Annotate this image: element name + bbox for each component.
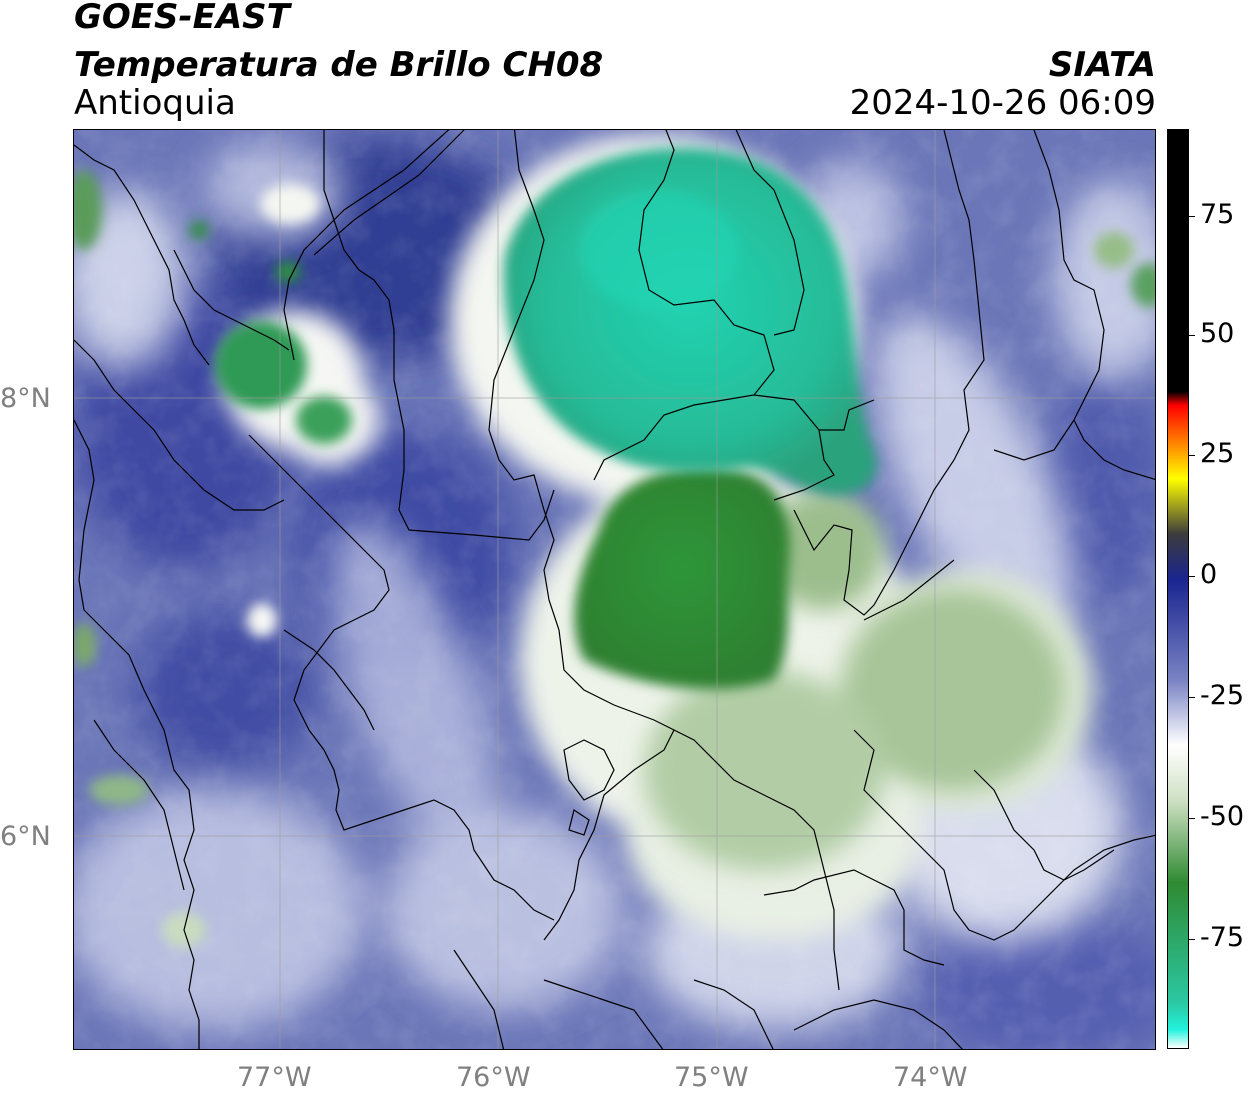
cb-label-75: 75 [1200,199,1235,230]
lon-label-77w: 77°W [237,1062,312,1093]
cb-tick [1189,216,1195,217]
cb-label-0: 0 [1200,559,1218,590]
cb-label-neg50: -50 [1200,801,1245,832]
satellite-map [73,129,1156,1050]
temperature-colorbar [1167,129,1189,1049]
cb-label-neg75: -75 [1200,922,1245,953]
lat-label-6n: 6°N [0,821,51,852]
lon-label-74w: 74°W [893,1062,968,1093]
map-image [74,130,1155,1049]
region-label: Antioquia [74,83,236,123]
lat-label-8n: 8°N [0,383,51,414]
lon-label-76w: 76°W [456,1062,531,1093]
cb-label-neg25: -25 [1200,680,1245,711]
cb-tick [1189,455,1195,456]
datetime-label: 2024-10-26 06:09 [849,83,1156,123]
cb-tick [1189,697,1195,698]
cb-label-50: 50 [1200,318,1235,349]
org-label: SIATA [1048,45,1156,85]
cb-tick [1189,818,1195,819]
lon-label-75w: 75°W [674,1062,749,1093]
cb-label-25: 25 [1200,438,1235,469]
cb-tick [1189,576,1195,577]
cb-tick [1189,939,1195,940]
cb-tick [1189,335,1195,336]
product-title: Temperatura de Brillo CH08 [74,45,604,85]
satellite-title: GOES-EAST [74,0,290,37]
